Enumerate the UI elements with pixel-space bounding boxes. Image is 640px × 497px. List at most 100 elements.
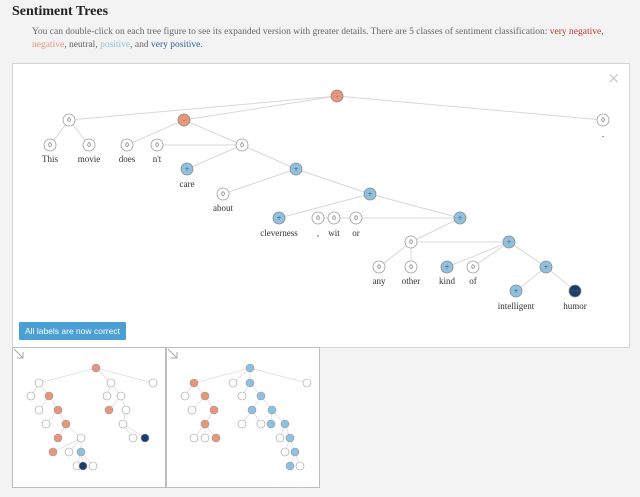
sentiment-node-circle[interactable] xyxy=(404,235,418,249)
thumbnail-node xyxy=(211,433,221,443)
thumbnail-node xyxy=(148,378,158,388)
tree-node[interactable]: 0 xyxy=(62,113,76,127)
sentiment-symbol: 0 xyxy=(601,117,605,124)
expand-arrow-icon[interactable] xyxy=(13,348,24,359)
sentiment-node-circle[interactable] xyxy=(363,187,377,201)
thumbnail-node xyxy=(48,447,58,457)
tree-node[interactable]: ++ humor xyxy=(563,284,587,311)
word-label: cleverness xyxy=(260,228,298,238)
sentiment-node-circle[interactable] xyxy=(404,260,418,274)
sentiment-node-circle[interactable] xyxy=(311,211,325,225)
sentiment-node-circle[interactable] xyxy=(177,113,191,127)
tree-node[interactable]: + xyxy=(363,187,377,201)
tree-node[interactable]: - xyxy=(330,89,344,103)
word-label: , xyxy=(317,228,319,238)
tree-node[interactable]: + xyxy=(453,211,467,225)
thumbnail-tree-2[interactable] xyxy=(166,347,320,488)
tree-node[interactable]: 0 of xyxy=(466,260,480,286)
tree-node[interactable]: 0 n't xyxy=(150,138,164,164)
tree-node[interactable]: + intelligent xyxy=(498,284,535,311)
sentiment-symbol: 0 xyxy=(409,264,413,271)
close-icon[interactable]: × xyxy=(607,69,620,87)
tree-node[interactable]: + xyxy=(539,260,553,274)
tree-node[interactable]: + kind xyxy=(439,260,456,286)
sentiment-node-circle[interactable] xyxy=(509,284,523,298)
sentiment-symbol: + xyxy=(293,166,298,173)
sentiment-node-circle[interactable] xyxy=(120,138,134,152)
sentiment-node-circle[interactable] xyxy=(372,260,386,274)
tree-node[interactable]: 0. xyxy=(596,113,610,139)
tree-edge xyxy=(472,241,510,268)
tree-node[interactable]: 0 does xyxy=(119,138,136,164)
sentiment-symbol: + xyxy=(506,239,511,246)
sentiment-node-circle[interactable] xyxy=(82,138,96,152)
sentiment-node-circle[interactable] xyxy=(62,113,76,127)
thumbnail-tree-graphic xyxy=(26,363,158,471)
tree-node[interactable]: 0 This xyxy=(42,138,58,164)
thumbnail-node xyxy=(209,405,219,415)
sentiment-node-circle[interactable] xyxy=(150,138,164,152)
thumbnail-node xyxy=(200,391,210,401)
tree-node[interactable]: + cleverness xyxy=(260,211,298,238)
thumbnail-node xyxy=(280,419,290,429)
thumbnail-node xyxy=(266,419,276,429)
tree-node[interactable]: 0, xyxy=(311,211,325,238)
tree-node[interactable]: 0 or xyxy=(349,211,363,238)
page-description: You can double-click on each tree figure… xyxy=(32,26,612,52)
tree-node[interactable]: 0 any xyxy=(372,260,386,286)
tree-node[interactable]: - xyxy=(177,113,191,127)
sentiment-symbol: + xyxy=(367,191,372,198)
sentiment-symbol: + xyxy=(276,215,281,222)
sentiment-node-circle[interactable] xyxy=(539,260,553,274)
thumbnail-node xyxy=(118,419,128,429)
tree-edges xyxy=(49,95,604,292)
sentiment-node-circle[interactable] xyxy=(289,162,303,176)
thumbnail-node xyxy=(64,447,74,457)
main-tree-panel[interactable]: -0-0. 0 This 0 movie 0 does 0 0 n't + care +0 about + +… xyxy=(12,63,630,348)
sentiment-node-circle[interactable] xyxy=(568,284,582,298)
class-negative: negative xyxy=(32,40,65,50)
sentiment-node-circle[interactable] xyxy=(596,113,610,127)
thumbnail-tree-1[interactable] xyxy=(12,347,166,488)
thumbnail-edge xyxy=(52,437,82,453)
tree-node[interactable]: 0 xyxy=(235,138,249,152)
sentiment-node-circle[interactable] xyxy=(272,211,286,225)
tree-node[interactable]: 0 other xyxy=(402,260,421,286)
sentiment-node-circle[interactable] xyxy=(235,138,249,152)
sentiment-symbol: 0 xyxy=(67,117,71,124)
tree-node[interactable]: 0 about xyxy=(213,187,233,213)
separator: , xyxy=(601,27,604,37)
separator: , and xyxy=(130,40,149,50)
sentiment-node-circle[interactable] xyxy=(216,187,230,201)
word-label: This xyxy=(42,154,58,164)
tree-node[interactable]: 0 xyxy=(404,235,418,249)
sentiment-node-circle[interactable] xyxy=(440,260,454,274)
sentiment-symbol: + xyxy=(457,215,462,222)
thumbnail-node xyxy=(245,378,255,388)
all-labels-correct-button[interactable]: All labels are now correct xyxy=(19,322,126,340)
sentiment-node-circle[interactable] xyxy=(330,89,344,103)
word-label: care xyxy=(180,179,195,189)
sentiment-node-circle[interactable] xyxy=(466,260,480,274)
expand-arrow-icon[interactable] xyxy=(167,348,178,359)
thumbnail-node xyxy=(187,405,197,415)
sentiment-node-circle[interactable] xyxy=(349,211,363,225)
main-sentiment-tree[interactable]: -0-0.0This0movie0does00n't+care+0about++… xyxy=(13,64,629,347)
tree-node[interactable]: 0 wit xyxy=(327,211,341,238)
thumbnail-node xyxy=(275,433,285,443)
sentiment-node-circle[interactable] xyxy=(502,235,516,249)
tree-node[interactable]: 0 movie xyxy=(78,138,101,164)
sentiment-node-circle[interactable] xyxy=(453,211,467,225)
sentiment-symbol: 0 xyxy=(377,264,381,271)
thumbnail-node xyxy=(280,447,290,457)
sentiment-node-circle[interactable] xyxy=(180,162,194,176)
tree-edge xyxy=(336,95,604,121)
tree-node[interactable]: + xyxy=(502,235,516,249)
sentiment-node-circle[interactable] xyxy=(327,211,341,225)
thumbnail-node xyxy=(180,391,190,401)
sentiment-node-circle[interactable] xyxy=(43,138,57,152)
tree-node[interactable]: + xyxy=(289,162,303,176)
thumbnail-node xyxy=(76,447,86,457)
word-label: intelligent xyxy=(498,301,535,311)
tree-node[interactable]: + care xyxy=(180,162,195,189)
